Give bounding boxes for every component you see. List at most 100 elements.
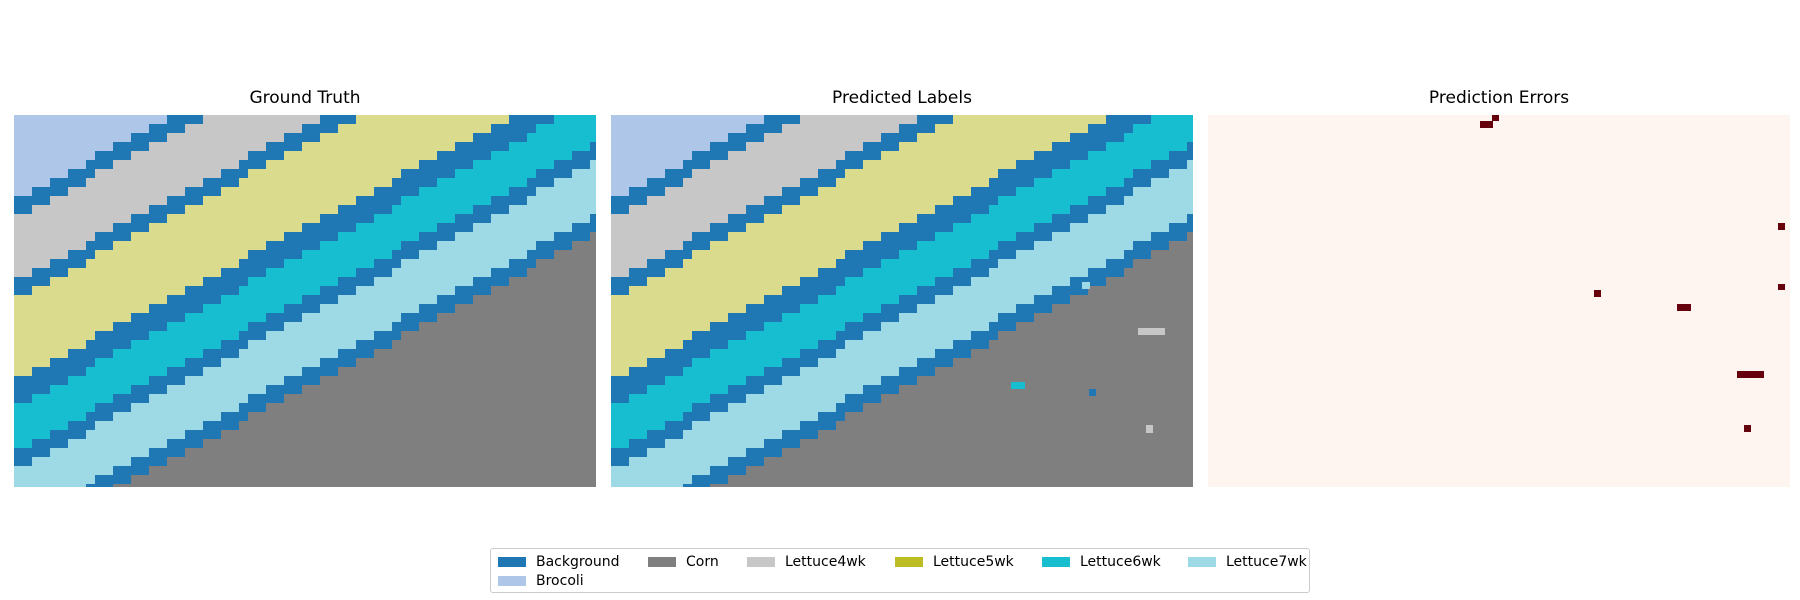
ground-truth-title: Ground Truth [249, 88, 361, 108]
ground-truth-cell-lettuce5wk [14, 367, 33, 377]
predicted-cell-background [836, 331, 864, 341]
ground-truth-cell-background [149, 205, 186, 215]
predicted-cell-lettuce7wk [935, 295, 1035, 305]
ground-truth-svg [14, 115, 596, 487]
predicted-cell-background [692, 403, 729, 413]
predicted-cell-background [683, 412, 711, 422]
predicted-cell-corn [881, 394, 1193, 404]
ground-truth-cell-lettuce5wk [14, 358, 51, 368]
predicted-cell-background [692, 331, 747, 341]
ground-truth-cell-background [50, 259, 87, 269]
predicted-cell-corn [1124, 268, 1193, 278]
ground-truth-cell-lettuce4wk [14, 259, 51, 269]
ground-truth-cell-lettuce6wk [14, 412, 87, 422]
ground-truth-cell-background [320, 115, 357, 125]
predicted-cell-lettuce6wk [683, 367, 765, 377]
predicted-cell-lettuce5wk [782, 205, 936, 215]
ground-truth-cell-lettuce7wk [491, 214, 591, 224]
ground-truth-cell-corn [473, 295, 596, 305]
predicted-cell-lettuce5wk [692, 250, 846, 260]
ground-truth-cell-lettuce4wk [14, 232, 96, 242]
predicted-cell-lettuce6wk [611, 421, 666, 431]
predicted-cell-lettuce7wk [836, 349, 936, 359]
predicted-cell-background [917, 214, 972, 224]
ground-truth-cell-lettuce6wk [419, 187, 510, 197]
predicted-cell-lettuce5wk [800, 196, 954, 206]
predicted-cell-background [1016, 160, 1071, 170]
predicted-cell-lettuce6wk [710, 349, 801, 359]
prediction-errors-map [1208, 115, 1790, 487]
predicted-cell-background [647, 259, 684, 269]
predicted-cell-lettuce4wk [611, 268, 630, 278]
ground-truth-cell-lettuce5wk [356, 115, 510, 125]
ground-truth-cell-lettuce5wk [14, 340, 87, 350]
ground-truth-cell-background [401, 169, 456, 179]
legend-item-lettuce5wk: Lettuce5wk [895, 553, 1014, 571]
predicted-cell-corn [1088, 286, 1193, 296]
ground-truth-cell-lettuce6wk [248, 277, 339, 287]
ground-truth-cell-lettuce7wk [95, 421, 204, 431]
ground-truth-cell-background [95, 151, 132, 161]
predicted-cell-background [863, 142, 900, 152]
predicted-cell-lettuce6wk [665, 376, 747, 386]
ground-truth-cell-lettuce7wk [14, 466, 114, 476]
predicted-cell-lettuce4wk [800, 115, 918, 125]
ground-truth-cell-background [185, 187, 222, 197]
ground-truth-cell-background [455, 214, 492, 224]
predicted-cell-lettuce6wk [917, 241, 999, 251]
ground-truth-cell-corn [302, 385, 596, 395]
predicted-cell-brocoli [611, 115, 765, 125]
predicted-cell-corn [998, 331, 1193, 341]
ground-truth-cell-background [68, 421, 96, 431]
predicted-cell-background [692, 475, 729, 485]
ground-truth-cell-corn [113, 484, 596, 487]
ground-truth-cell-background [401, 313, 438, 323]
predicted-svg [611, 115, 1193, 487]
ground-truth-cell-corn [536, 259, 596, 269]
predicted-cell-lettuce5wk [899, 142, 1053, 152]
predicted-cell-lettuce7wk [971, 277, 1071, 287]
ground-truth-cell-background [239, 160, 267, 170]
legend-label-lettuce4wk: Lettuce4wk [785, 554, 866, 570]
legend-item-brocoli: Brocoli [498, 572, 584, 590]
predicted-cell-background [782, 430, 819, 440]
predicted-cell-lettuce5wk [611, 304, 747, 314]
ground-truth-cell-background [167, 196, 204, 206]
ground-truth-cell-background [473, 133, 528, 143]
predicted-cell-corn [1052, 304, 1193, 314]
predicted-cell-lettuce4wk [611, 214, 729, 224]
predicted-cell-lettuce7wk [1106, 205, 1193, 215]
predicted-cell-lettuce6wk [746, 331, 837, 341]
predicted-cell-lettuce5wk [611, 322, 711, 332]
ground-truth-cell-lettuce6wk [14, 421, 69, 431]
legend-item-background: Background [498, 553, 620, 571]
predicted-cell-lettuce6wk [845, 277, 936, 287]
predicted-cell-brocoli [611, 160, 684, 170]
predicted-cell-background [1133, 169, 1170, 179]
predicted-cell-background [611, 196, 648, 206]
ground-truth-cell-lettuce5wk [221, 187, 375, 197]
ground-truth-cell-background [95, 475, 132, 485]
ground-truth-cell-brocoli [14, 160, 87, 170]
ground-truth-cell-lettuce6wk [554, 115, 596, 125]
predicted-cell-background [1070, 205, 1107, 215]
ground-truth-cell-background [437, 295, 474, 305]
ground-truth-cell-lettuce5wk [113, 241, 267, 251]
predicted-cell-lettuce4wk [611, 259, 648, 269]
predicted-cell-lettuce7wk [1169, 169, 1193, 179]
ground-truth-cell-lettuce6wk [50, 385, 132, 395]
predicted-cell-lettuce7wk [917, 304, 1017, 314]
ground-truth-cell-lettuce7wk [131, 403, 240, 413]
predicted-cell-lettuce7wk [1016, 250, 1125, 260]
ground-truth-cell-corn [437, 313, 596, 323]
predicted-cell-lettuce6wk [1070, 160, 1152, 170]
predicted-cell-background [611, 205, 630, 215]
predicted-cell-lettuce7wk [953, 286, 1053, 296]
ground-truth-cell-lettuce7wk [356, 286, 456, 296]
ground-truth-cell-background [113, 394, 150, 404]
predicted-cell-background [917, 286, 954, 296]
predicted-cell-background [665, 349, 711, 359]
ground-truth-cell-background [113, 223, 150, 233]
predicted-cell-background [710, 394, 747, 404]
ground-truth-cell-lettuce5wk [14, 295, 168, 305]
